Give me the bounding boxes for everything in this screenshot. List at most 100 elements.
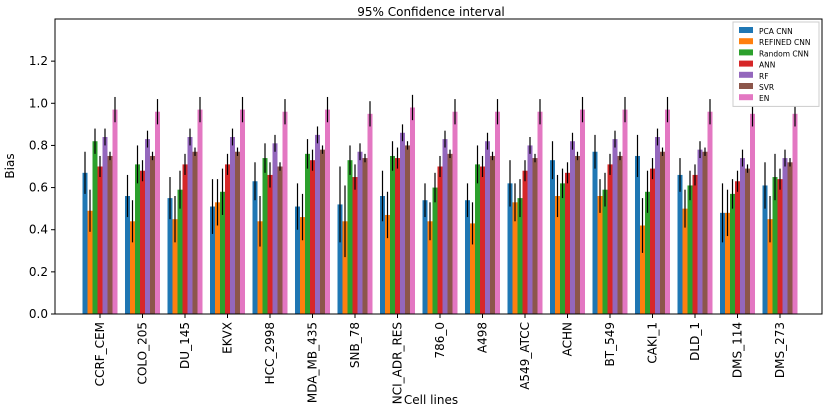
bar-svr [362, 158, 368, 314]
bar-rf [740, 158, 745, 314]
bar-en [112, 109, 118, 314]
bar-random-cnn [92, 141, 98, 314]
legend-label: REFINED CNN [759, 38, 810, 47]
bar-pca-cnn [507, 183, 513, 314]
x-tick-label: CAKI_1 [646, 322, 660, 364]
bar-rf [697, 149, 703, 314]
bar-rf [400, 132, 405, 314]
bar-svr [490, 155, 495, 314]
bar-en [580, 109, 585, 314]
bar-ann [522, 170, 528, 314]
x-tick-label: BT_549 [603, 322, 617, 366]
bar-random-cnn [687, 185, 693, 314]
x-tick-label: NCI_ADR_RES [391, 322, 405, 404]
bar-svr [405, 145, 410, 314]
x-tick-label: HCC_2998 [263, 322, 277, 384]
x-tick-label: 786_0 [433, 322, 447, 359]
y-tick-label: 1.0 [29, 96, 48, 110]
x-tick-label: DU_145 [178, 322, 192, 369]
bar-svr [235, 151, 240, 314]
legend-label: ANN [759, 61, 775, 70]
bar-rf [442, 139, 448, 314]
bar-rf [272, 143, 278, 314]
legend-swatch [739, 27, 753, 33]
x-tick-label: A498 [476, 322, 490, 353]
bar-pca-cnn [337, 204, 343, 314]
bar-refined-cnn [130, 221, 135, 314]
bar-pca-cnn [167, 198, 173, 314]
bar-svr [447, 153, 453, 314]
bar-rf [782, 158, 788, 314]
legend-swatch [739, 38, 753, 45]
bar-pca-cnn [422, 200, 428, 314]
bar-svr [745, 168, 750, 314]
bar-svr [617, 155, 623, 314]
bar-refined-cnn [512, 202, 518, 314]
bar-refined-cnn [385, 214, 390, 314]
bar-ann [140, 170, 145, 314]
bar-refined-cnn [215, 202, 220, 314]
bar-refined-cnn [682, 208, 688, 314]
bar-ann [310, 160, 315, 314]
y-tick-label: 0.6 [29, 181, 48, 195]
bar-pca-cnn [465, 200, 470, 314]
chart-marks: 0.0 0.2 0.4 0.6 0.8 1.0 1.2 CCRF_CEM COLO_205 DU_… [29, 54, 798, 404]
legend-swatch [739, 94, 753, 101]
bar-refined-cnn [427, 221, 433, 314]
bar-pca-cnn [380, 196, 385, 314]
plot-frame [54, 18, 823, 315]
bar-pca-cnn [550, 160, 555, 314]
bar-svr [192, 151, 198, 314]
bar-pca-cnn [762, 185, 768, 314]
y-tick-label: 0.0 [29, 307, 48, 321]
bar-rf [315, 134, 320, 314]
bar-ann [777, 179, 783, 314]
x-tick-label: DLD_1 [688, 322, 702, 361]
bar-ann [352, 177, 358, 314]
x-axis-label: Cell lines [404, 393, 458, 407]
y-tick-label: 0.4 [29, 223, 48, 237]
bar-rf [612, 139, 618, 314]
bar-random-cnn [390, 155, 395, 314]
bar-en [325, 109, 330, 314]
bar-random-cnn [560, 183, 565, 314]
bar-ann [182, 164, 188, 314]
legend-swatch [739, 71, 753, 78]
bar-ann [692, 174, 698, 314]
legend-label: EN [759, 94, 769, 103]
bar-refined-cnn [725, 212, 730, 314]
bar-en [537, 111, 543, 314]
bar-rf [485, 141, 490, 314]
x-tick-label: CCRF_CEM [93, 322, 107, 386]
bar-ann [267, 174, 273, 314]
x-tick-label: DMS_273 [773, 322, 787, 378]
bar-svr [787, 162, 793, 314]
bar-en [495, 111, 500, 314]
y-tick-label: 0.2 [29, 265, 48, 279]
bar-random-cnn [602, 189, 608, 314]
bar-en [367, 113, 373, 314]
bar-random-cnn [432, 187, 438, 314]
bar-rf [357, 151, 363, 314]
bar-svr [575, 155, 580, 314]
bar-ann [650, 168, 655, 314]
bar-random-cnn [177, 189, 183, 314]
bar-en [155, 111, 160, 314]
bar-en [197, 109, 203, 314]
legend-label: Random CNN [759, 49, 809, 58]
legend: PCA CNN REFINED CNN Random CNN ANN RF SVR EN [732, 21, 820, 107]
bar-refined-cnn [300, 217, 305, 314]
bar-svr [277, 166, 283, 314]
legend-swatch [739, 60, 753, 67]
bar-ann [97, 166, 103, 314]
bar-svr [532, 158, 538, 314]
bar-rf [527, 145, 533, 314]
bar-random-cnn [347, 160, 353, 314]
bar-en [622, 109, 628, 314]
bar-en [665, 109, 670, 314]
legend-label: PCA CNN [759, 27, 793, 36]
bar-pca-cnn [295, 206, 300, 314]
bar-pca-cnn [125, 196, 130, 314]
bar-ann [565, 172, 570, 314]
